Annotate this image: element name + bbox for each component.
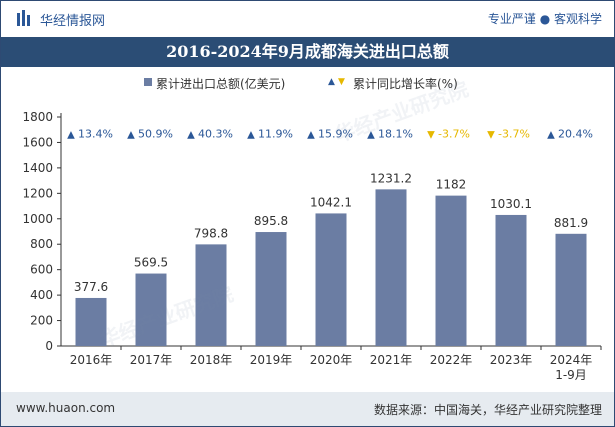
bar [375,189,407,346]
growth-label: 15.9% [318,128,353,141]
y-tick-label: 600 [30,263,53,277]
bar-chart: 0 200 400 600 800 1000 1200 1400 1600 1800 377.6 20… [22,110,602,382]
x-tick-label: 2022年 [430,353,473,367]
x-tick-label: 2017年 [130,353,173,367]
bar [75,297,107,346]
x-tick-label: 2020年 [310,353,353,367]
logo-icon [17,10,30,26]
slogan: 专业严谨 ● 客观科学 [487,12,602,26]
y-tick-label: 1800 [22,110,53,124]
data-source: 数据来源：中国海关，华经产业研究院整理 [373,403,602,417]
bar [315,213,347,346]
growth-down-triangle-icon: ▼ [427,130,435,141]
x-tick-label: 2024年 [550,353,593,367]
bar-value-label: 1182 [436,178,467,192]
bar-value-label: 1030.1 [490,197,532,211]
bar [135,273,167,346]
growth-up-triangle-icon: ▲ [247,130,255,141]
y-tick-label: 1600 [22,135,53,149]
legend: 累计进出口总额(亿美元) ▲ ▼ 累计同比增长率(%) [1,73,614,93]
bar-value-label: 881.9 [554,216,588,230]
growth-label: -3.7% [438,128,470,141]
y-tick-label: 800 [30,237,53,251]
brand-name: 华经情报网 [40,14,106,29]
growth-up-triangle-icon: ▲ [307,130,315,141]
x-tick-label: 2018年 [190,353,233,367]
bar-value-label: 798.8 [194,226,228,240]
x-tick-label: 1-9月 [555,368,587,382]
growth-up-triangle-icon: ▲ [67,130,75,141]
y-tick-label: 0 [45,339,53,353]
x-tick-label: 2021年 [370,353,413,367]
footer: www.huaon.com 数据来源：中国海关，华经产业研究院整理 [1,392,614,426]
legend-bar-swatch [144,78,152,86]
top-bar: 华经情报网 专业严谨 ● 客观科学 [1,1,614,37]
x-tick-label: 2023年 [490,353,533,367]
bar [255,232,287,346]
site-url: www.huaon.com [16,401,116,415]
legend-bar-label: 累计进出口总额(亿美元) [156,77,286,91]
legend-down-triangle-icon: ▼ [338,77,345,87]
legend-growth-label: 累计同比增长率(%) [353,77,458,91]
bar-value-label: 1231.2 [370,171,412,185]
growth-label: 50.9% [138,128,173,141]
y-tick-label: 1400 [22,161,53,175]
bar [555,233,587,346]
x-tick-label: 2016年 [70,353,113,367]
y-tick-label: 400 [30,288,53,302]
x-tick-label: 2019年 [250,353,293,367]
title-bar: 2016-2024年9月成都海关进出口总额 [1,37,614,67]
growth-label: 13.4% [78,128,113,141]
growth-label: 20.4% [558,128,593,141]
growth-up-triangle-icon: ▲ [187,130,195,141]
growth-label: 40.3% [198,128,233,141]
growth-label: 18.1% [378,128,413,141]
y-tick-label: 1200 [22,186,53,200]
bar-value-label: 377.6 [74,280,108,294]
bar [195,244,227,346]
growth-label: -3.7% [498,128,530,141]
bar-value-label: 1042.1 [310,195,352,209]
chart-title: 2016-2024年9月成都海关进出口总额 [166,42,449,61]
y-tick-label: 200 [30,314,53,328]
bar [495,214,527,346]
growth-down-triangle-icon: ▼ [487,130,495,141]
growth-up-triangle-icon: ▲ [547,130,555,141]
bar-value-label: 569.5 [134,256,168,270]
growth-up-triangle-icon: ▲ [367,130,375,141]
legend-up-triangle-icon: ▲ [328,77,335,87]
y-tick-label: 1000 [22,212,53,226]
bar [435,195,467,346]
growth-label: 11.9% [258,128,293,141]
growth-up-triangle-icon: ▲ [127,130,135,141]
bar-value-label: 895.8 [254,214,288,228]
